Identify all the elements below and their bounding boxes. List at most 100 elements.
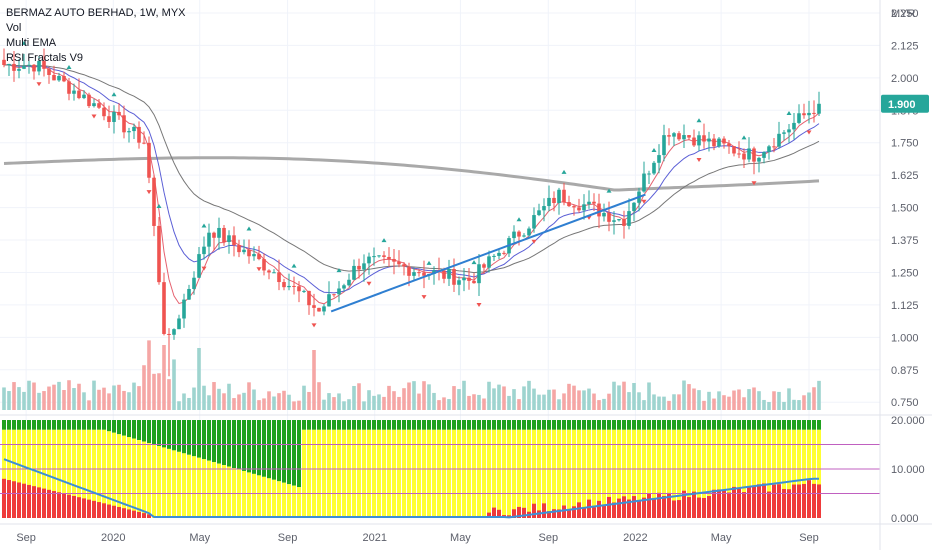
osc-green-bar [592, 420, 596, 430]
osc-green-bar [597, 420, 601, 430]
volume-bar [802, 395, 806, 410]
volume-bar [292, 401, 296, 410]
osc-green-bar [672, 420, 676, 430]
osc-red-bar [577, 502, 581, 518]
volume-bar [687, 384, 691, 410]
last-price-badge [881, 94, 929, 113]
candle [602, 212, 606, 217]
volume-bar [602, 398, 606, 410]
osc-green-bar [77, 420, 81, 430]
volume-bar [752, 387, 756, 410]
legend-item-rsi-fractals[interactable]: RSI Fractals V9 [6, 52, 84, 64]
fractal-down-marker [201, 266, 207, 271]
osc-yellow-bar [647, 429, 651, 518]
volume-bar [117, 384, 121, 410]
candle [392, 258, 396, 262]
volume-bar [92, 380, 96, 410]
osc-green-bar [652, 420, 656, 430]
volume-bar [282, 390, 286, 410]
candle [697, 135, 701, 146]
osc-yellow-bar [787, 429, 791, 518]
volume-bar [692, 388, 696, 410]
fractal-up-marker [291, 263, 297, 268]
osc-red-bar [102, 503, 106, 518]
osc-green-bar [527, 420, 531, 430]
osc-yellow-bar [657, 429, 661, 518]
osc-green-bar [172, 420, 176, 451]
volume-bar [587, 388, 591, 410]
volume-bar [237, 394, 241, 410]
osc-green-bar [362, 420, 366, 430]
volume-bar [657, 396, 661, 410]
candle [152, 177, 156, 226]
volume-bar [377, 394, 381, 410]
osc-yellow-bar [772, 429, 776, 518]
osc-green-bar [747, 420, 751, 430]
price-axis: MYR2.2502.1252.0001.8751.7501.6251.5001.… [879, 0, 929, 550]
legend-item-vol[interactable]: Vol [6, 22, 22, 34]
candle [682, 135, 686, 140]
osc-green-bar [502, 420, 506, 430]
osc-green-bar [807, 420, 811, 430]
time-tick-label: 2021 [362, 532, 386, 544]
osc-yellow-bar [62, 429, 66, 518]
fractal-up-marker [21, 40, 27, 45]
volume-bar [562, 393, 566, 410]
volume-bar [577, 390, 581, 410]
osc-yellow-bar [807, 429, 811, 518]
osc-red-bar [512, 509, 516, 518]
osc-red-bar [642, 497, 646, 518]
osc-yellow-bar [312, 429, 316, 518]
osc-yellow-bar [252, 473, 256, 518]
osc-red-bar [777, 484, 781, 518]
osc-green-bar [797, 420, 801, 430]
osc-yellow-bar [527, 429, 531, 518]
osc-yellow-bar [457, 429, 461, 518]
volume-bar [767, 401, 771, 410]
volume-bar [187, 397, 191, 410]
osc-red-bar [727, 492, 731, 518]
volume-bar [552, 389, 556, 410]
osc-yellow-bar [97, 429, 101, 518]
osc-green-bar [222, 420, 226, 466]
candle [612, 220, 616, 222]
osc-yellow-bar [567, 429, 571, 518]
volume-bar [157, 373, 161, 410]
osc-yellow-bar [307, 429, 311, 518]
osc-red-bar [662, 495, 666, 518]
volume-bar [37, 392, 41, 410]
price-tick-label: 2.125 [891, 40, 919, 52]
osc-red-bar [697, 497, 701, 518]
osc-green-bar [647, 420, 651, 430]
legend-item-multi-ema[interactable]: Multi EMA [6, 37, 57, 49]
volume-bar [442, 397, 446, 410]
osc-red-bar [747, 486, 751, 518]
fractal-up-marker [471, 260, 477, 265]
osc-yellow-bar [417, 429, 421, 518]
currency-label: MYR [891, 8, 916, 20]
osc-green-bar [547, 420, 551, 430]
osc-green-bar [772, 420, 776, 430]
osc-red-bar [552, 509, 556, 518]
volume-bar [412, 381, 416, 410]
osc-yellow-bar [742, 429, 746, 518]
volume-bar [567, 383, 571, 410]
osc-green-bar [472, 420, 476, 430]
volume-bar [737, 389, 741, 410]
osc-green-bar [307, 420, 311, 430]
osc-red-bar [52, 491, 56, 518]
candle [522, 235, 526, 237]
candle [572, 206, 576, 208]
volume-bar [502, 386, 506, 410]
volume-bar [267, 391, 271, 410]
osc-red-bar [597, 500, 601, 518]
osc-yellow-bar [187, 454, 191, 518]
volume-bar [522, 386, 526, 410]
osc-red-bar [792, 484, 796, 518]
candle [547, 197, 551, 207]
volume-bar [322, 399, 326, 410]
osc-green-bar [697, 420, 701, 430]
osc-yellow-bar [82, 429, 86, 518]
